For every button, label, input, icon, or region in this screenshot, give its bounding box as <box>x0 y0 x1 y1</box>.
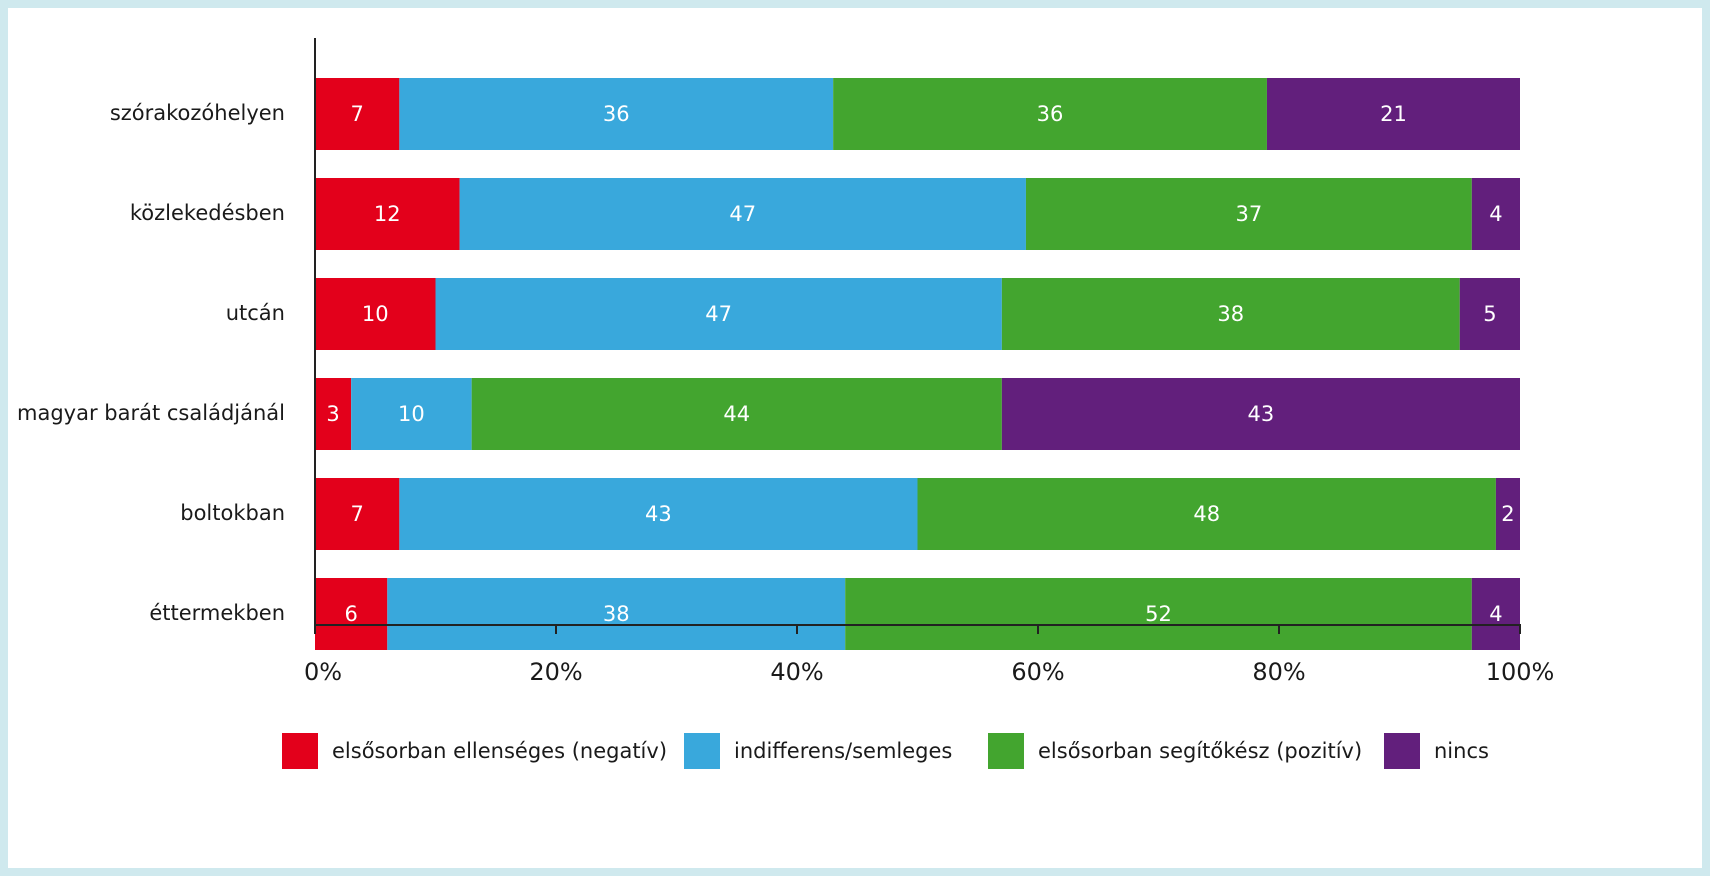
bar-segment <box>315 278 436 350</box>
legend-label: elsősorban ellenséges (negatív) <box>332 739 667 763</box>
legend-swatch <box>282 733 318 769</box>
legend-swatch <box>684 733 720 769</box>
category-label: szórakozóhelyen <box>110 101 285 125</box>
bars-group: 7 36 36 21 12 47 37 4 10 47 38 5 3 10 44 43 7 43 48 2 6 38 52 4 <box>315 78 1520 650</box>
stacked-bar-chart: 7 36 36 21 12 47 37 4 10 47 38 5 3 10 44 43 7 43 48 2 6 38 52 4… <box>17 38 1554 769</box>
data-label: 36 <box>1037 102 1064 126</box>
data-label: 52 <box>1145 602 1172 626</box>
bar-segment <box>1266 78 1520 150</box>
category-labels: szórakozóhelyen közlekedésben utcán magyar … <box>17 101 285 625</box>
legend-label: indifferens/semleges <box>734 739 952 763</box>
data-label: 3 <box>326 402 339 426</box>
category-label: közlekedésben <box>130 201 285 225</box>
bar-segment <box>399 78 834 150</box>
bar-segment <box>1471 178 1520 250</box>
bar-segment <box>315 478 400 550</box>
axes: 0% 20% 40% 60% 80% 100% <box>304 38 1554 686</box>
data-label: 48 <box>1193 502 1220 526</box>
bar-segment <box>351 378 472 450</box>
data-label: 10 <box>362 302 389 326</box>
x-tick-label: 60% <box>1011 658 1064 686</box>
bar-segment <box>1471 578 1520 650</box>
bar-segment <box>315 378 352 450</box>
bar-segment <box>399 478 918 550</box>
data-label: 12 <box>374 202 401 226</box>
data-label: 47 <box>705 302 732 326</box>
x-tick-label: 100% <box>1486 658 1555 686</box>
bar-segment <box>1459 278 1520 350</box>
data-label: 7 <box>350 502 363 526</box>
legend: elsősorban ellenséges (negatív) indiffere… <box>282 733 1489 769</box>
data-label: 21 <box>1380 102 1407 126</box>
data-label: 43 <box>645 502 672 526</box>
category-label: boltokban <box>180 501 285 525</box>
category-label: magyar barát családjánál <box>17 401 285 425</box>
x-tick-label: 40% <box>770 658 823 686</box>
category-label: utcán <box>226 301 285 325</box>
chart-frame: 7 36 36 21 12 47 37 4 10 47 38 5 3 10 44 43 7 43 48 2 6 38 52 4… <box>8 8 1702 868</box>
bar-segment <box>315 78 400 150</box>
x-tick-label: 80% <box>1252 658 1305 686</box>
bar-segment <box>845 578 1472 650</box>
bar-segment <box>1001 278 1460 350</box>
category-label: éttermekben <box>149 601 285 625</box>
x-tick-label: 20% <box>529 658 582 686</box>
bar-segment <box>459 178 1026 250</box>
bar-segment <box>315 578 388 650</box>
data-label: 38 <box>1217 302 1244 326</box>
data-label: 4 <box>1489 602 1502 626</box>
data-label: 43 <box>1248 402 1275 426</box>
data-label: 47 <box>729 202 756 226</box>
legend-label: nincs <box>1434 739 1489 763</box>
data-label: 37 <box>1236 202 1263 226</box>
data-label: 5 <box>1483 302 1496 326</box>
legend-swatch <box>988 733 1024 769</box>
data-label: 38 <box>603 602 630 626</box>
data-label: 10 <box>398 402 425 426</box>
bar-segment <box>1495 478 1520 550</box>
x-tick-label: 0% <box>304 658 342 686</box>
bar-segment <box>1001 378 1520 450</box>
bar-segment <box>315 178 460 250</box>
bar-segment <box>435 278 1002 350</box>
data-label: 7 <box>350 102 363 126</box>
bar-segment <box>917 478 1496 550</box>
data-label: 2 <box>1501 502 1514 526</box>
bar-segment <box>471 378 1002 450</box>
data-label: 44 <box>723 402 750 426</box>
legend-swatch <box>1384 733 1420 769</box>
data-label: 36 <box>603 102 630 126</box>
legend-label: elsősorban segítőkész (pozitív) <box>1038 739 1362 763</box>
bar-segment <box>1025 178 1472 250</box>
bar-segment <box>387 578 846 650</box>
bar-segment <box>833 78 1267 150</box>
data-label: 6 <box>344 602 357 626</box>
data-label: 4 <box>1489 202 1502 226</box>
